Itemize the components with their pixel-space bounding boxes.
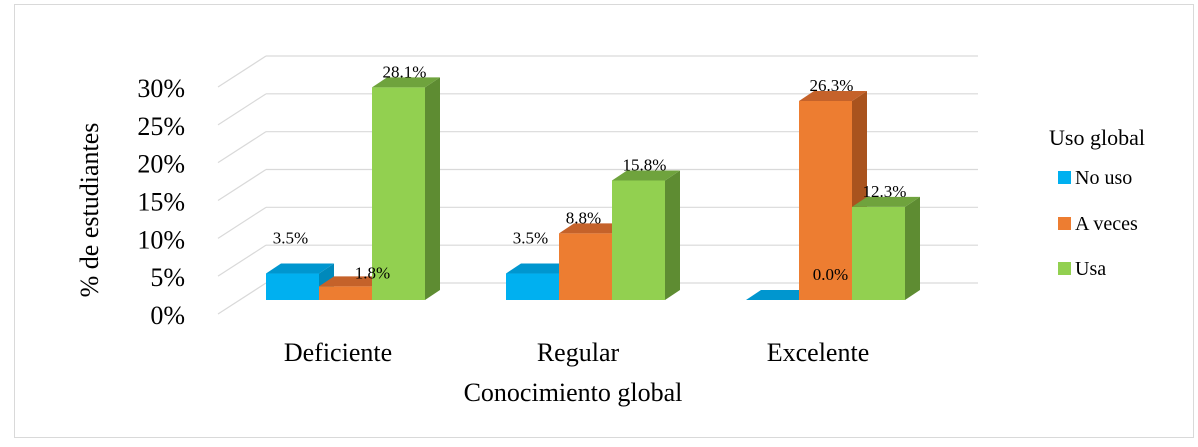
bar-side [905,196,920,300]
bar-top [852,196,920,207]
bar [799,100,852,300]
bar-top [319,276,387,287]
y-tick-label: 10% [137,225,185,254]
legend-swatch [1058,262,1071,275]
gridline-diagonal [217,168,267,202]
bar-top [799,90,867,101]
data-label: 0.0% [813,265,848,284]
bar [372,87,425,300]
bar-top [559,223,627,234]
legend-label: No uso [1075,167,1132,189]
data-label: 26.3% [810,76,854,95]
bar-top [506,263,574,274]
legend-label: Usa [1075,258,1106,280]
bar-top [746,290,814,300]
bars [266,77,920,300]
x-axis-title: Conocimiento global [464,378,683,407]
bar-side [425,77,440,300]
gridline-diagonal [217,131,267,164]
legend-label: A veces [1075,213,1138,235]
category-label: Regular [537,338,620,367]
chart-frame [14,4,1194,438]
category-labels: Deficiente Regular Excelente [284,338,869,367]
y-tick-label: 30% [137,74,185,103]
bar-top [612,170,680,181]
bar-top [372,77,440,88]
data-label: 1.8% [355,263,390,282]
bar [559,233,612,300]
bar [612,180,665,300]
bar [319,286,372,300]
y-tick-label: 25% [137,112,185,141]
bar-top [266,263,334,274]
legend-title: Uso global [1049,125,1145,150]
category-label: Deficiente [284,338,392,367]
bar [266,273,319,300]
data-label: 3.5% [513,229,548,248]
y-tick-label: 15% [137,188,185,217]
gridline-diagonal [217,93,267,126]
bar [852,206,905,300]
y-tick-labels: 0% 5% 10% 15% 20% 25% 30% [137,74,185,330]
gridline-diagonal [217,244,267,277]
category-label: Excelente [767,338,870,367]
data-labels: 3.5% 1.8% 28.1% 3.5% 8.8% 15.8% 0.0% 26.3% 12.3% [273,62,907,284]
legend: No uso A veces Usa [1058,167,1138,280]
data-label: 3.5% [273,229,308,248]
y-tick-label: 5% [150,263,185,292]
gridline-diagonal [217,55,267,88]
y-axis-title: % de estudiantes [75,123,104,298]
legend-swatch [1058,217,1071,230]
y-tick-label: 0% [150,301,185,330]
legend-swatch [1058,171,1071,184]
data-label: 8.8% [566,208,601,227]
gridline-diagonal [217,282,267,315]
gridline-diagonal [217,206,267,239]
data-label: 15.8% [623,155,667,174]
y-tick-label: 20% [137,150,185,179]
bar [506,273,559,300]
bar-side [665,170,680,300]
data-label: 28.1% [383,62,427,81]
data-label: 12.3% [863,182,907,201]
